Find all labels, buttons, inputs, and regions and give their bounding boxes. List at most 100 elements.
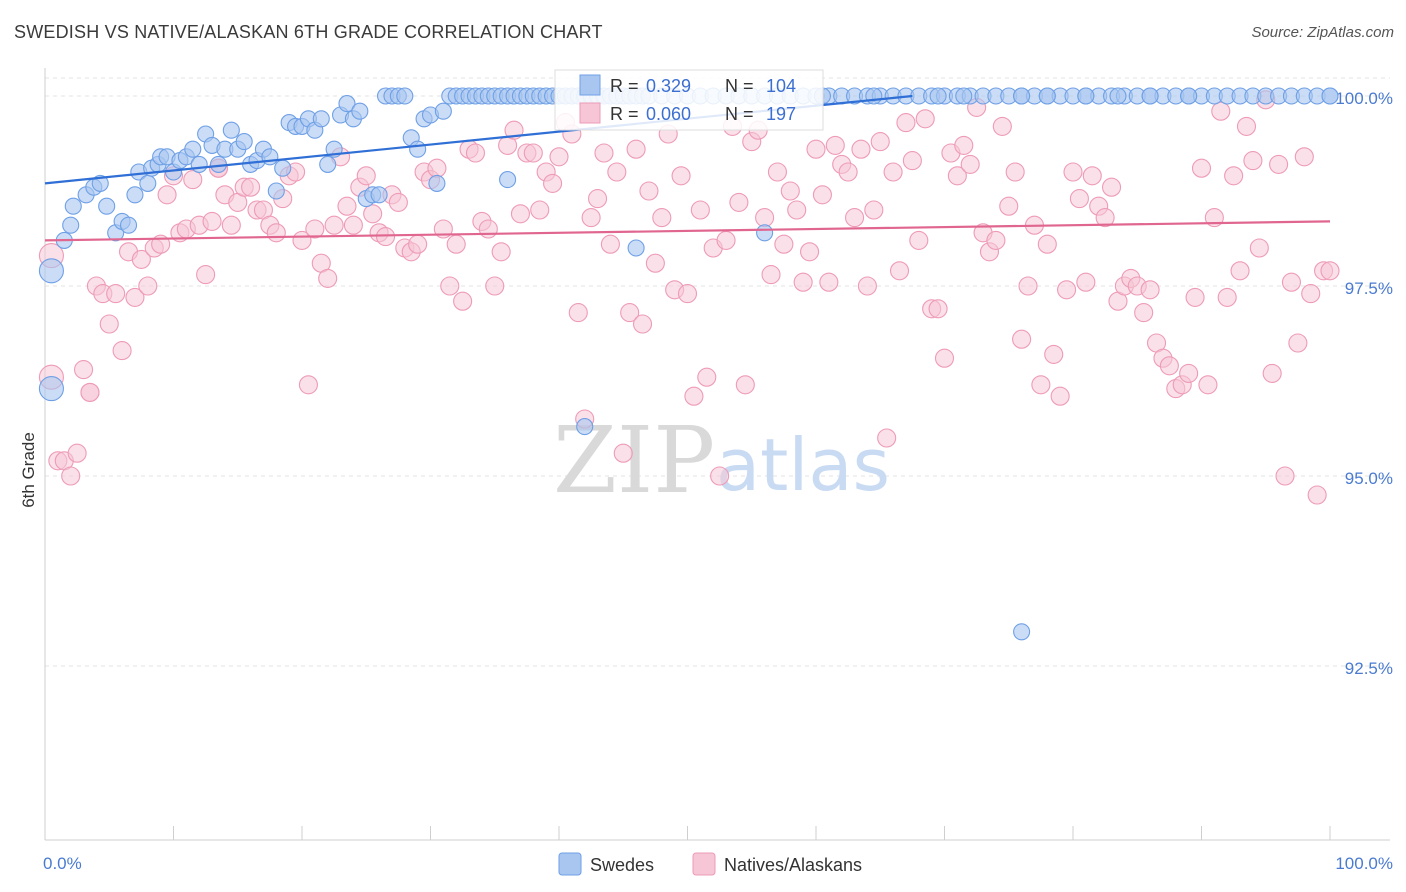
native-point-156: [1037, 234, 1057, 254]
native-point-41: [298, 375, 318, 395]
native-point-100: [677, 284, 698, 304]
native-point-175: [1159, 356, 1179, 376]
native-point-166: [1102, 177, 1122, 197]
native-point-45: [324, 215, 344, 235]
native-point-129: [864, 200, 884, 220]
native-point-115: [774, 234, 794, 254]
native-point-109: [735, 375, 755, 395]
native-point-113: [761, 265, 781, 285]
native-point-157: [1044, 344, 1064, 364]
y-tick-label-2: 95.0%: [1345, 469, 1393, 488]
native-point-119: [800, 242, 820, 262]
swede-point-154: [929, 87, 947, 105]
swede-point-4: [64, 197, 82, 215]
native-point-89: [607, 162, 627, 182]
native-point-50: [356, 166, 376, 186]
native-point-36: [266, 223, 286, 243]
stats-r-label-swedes: R =: [610, 76, 639, 96]
swede-point-160: [1141, 87, 1159, 105]
native-point-120: [806, 139, 826, 159]
native-point-201: [80, 382, 100, 402]
swede-point-36: [274, 159, 292, 177]
native-point-32: [241, 177, 261, 197]
swede-point-150: [576, 418, 594, 436]
native-point-105: [710, 466, 730, 486]
native-point-67: [465, 143, 486, 163]
swede-point-157: [1038, 87, 1056, 105]
native-point-76: [523, 143, 543, 163]
native-point-79: [543, 173, 563, 193]
native-point-136: [909, 230, 929, 250]
stats-r-label-natives: R =: [610, 104, 639, 124]
x-tick-label-0: 0.0%: [43, 854, 82, 873]
native-point-11: [106, 284, 126, 304]
native-point-197: [1301, 284, 1321, 304]
swede-point-12: [126, 186, 144, 204]
native-point-29: [221, 215, 241, 235]
swede-point-55: [396, 87, 414, 105]
native-point-92: [626, 139, 646, 159]
native-point-94: [639, 181, 659, 201]
native-point-184: [1217, 287, 1237, 307]
native-point-102: [690, 200, 710, 220]
swede-point-42: [312, 110, 330, 128]
native-point-114: [767, 162, 788, 182]
swede-point-28: [222, 121, 240, 139]
native-point-158: [1050, 386, 1070, 406]
native-point-140: [934, 348, 955, 368]
native-point-118: [793, 272, 813, 292]
y-tick-label-3: 92.5%: [1345, 659, 1393, 678]
native-point-4: [61, 466, 81, 486]
swede-point-30: [235, 133, 253, 151]
native-point-165: [1095, 208, 1115, 228]
native-trend-line: [44, 220, 1331, 242]
native-point-152: [1012, 329, 1032, 349]
native-point-121: [812, 185, 832, 205]
swede-point-11: [119, 216, 138, 234]
native-point-159: [1057, 280, 1077, 300]
native-point-55: [388, 192, 408, 212]
swede-point-8: [98, 197, 116, 215]
axes: 100.0% 97.5% 95.0% 92.5% 0.0% 100.0%: [43, 68, 1393, 873]
native-point-160: [1063, 162, 1083, 182]
legend-label-natives: Natives/Alaskans: [724, 855, 862, 875]
stats-legend: R = 0.329 N = 104 R = 0.060 N = 197: [554, 69, 824, 131]
native-point-128: [857, 276, 877, 296]
native-point-96: [652, 208, 672, 228]
stats-n-value-swedes: 104: [766, 76, 796, 96]
native-point-194: [1281, 272, 1301, 292]
native-point-14: [125, 287, 145, 307]
native-point-186: [1230, 261, 1250, 281]
native-point-151: [1005, 162, 1025, 182]
swede-point-153: [865, 87, 883, 105]
watermark: ZIP atlas: [553, 407, 890, 514]
y-axis-label: 6th Grade: [19, 432, 38, 508]
native-point-74: [510, 204, 531, 224]
native-point-26: [202, 211, 222, 231]
native-point-25: [196, 265, 216, 285]
native-point-85: [581, 208, 601, 228]
native-point-143: [954, 135, 974, 155]
native-point-125: [838, 162, 858, 182]
native-point-171: [1134, 303, 1154, 323]
stats-n-value-natives: 197: [766, 104, 796, 124]
swede-point-162: [1321, 87, 1339, 105]
native-point-155: [1031, 375, 1051, 395]
swede-point-7: [91, 174, 109, 192]
native-point-80: [549, 147, 569, 167]
native-point-23: [183, 170, 203, 190]
native-point-191: [1262, 363, 1282, 383]
stats-r-value-natives: 0.060: [646, 104, 691, 124]
native-point-19: [157, 185, 177, 205]
native-point-71: [491, 242, 511, 262]
x-tick-label-1: 100.0%: [1335, 854, 1393, 873]
legend-swatch-natives: [692, 852, 716, 876]
native-point-5: [67, 443, 87, 463]
native-point-192: [1269, 154, 1289, 174]
native-point-53: [375, 227, 396, 247]
native-point-161: [1069, 189, 1089, 209]
native-point-10: [99, 314, 119, 334]
native-point-95: [645, 253, 665, 273]
legend-label-swedes: Swedes: [590, 855, 654, 875]
